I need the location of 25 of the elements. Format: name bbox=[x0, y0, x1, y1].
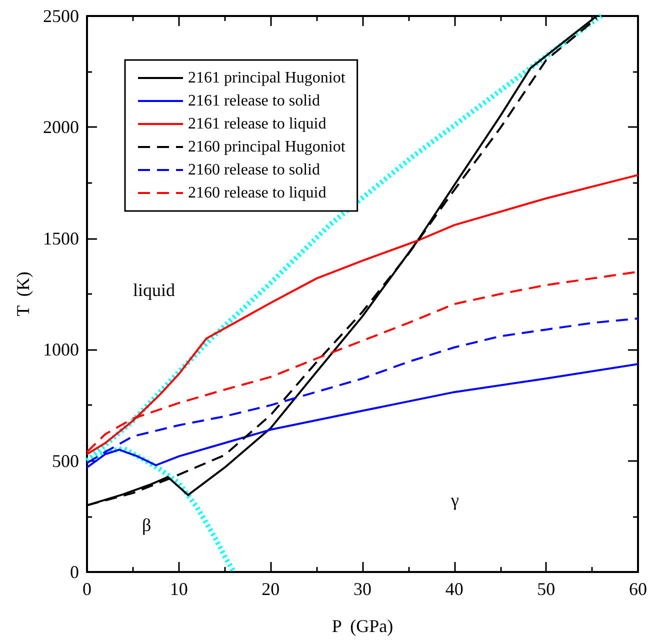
legend-label: 2160 release to solid bbox=[188, 162, 320, 178]
x-tick-label: 30 bbox=[354, 579, 372, 599]
x-tick-label: 50 bbox=[537, 579, 556, 599]
x-tick-label: 40 bbox=[445, 579, 464, 599]
legend-label: 2161 release to solid bbox=[188, 92, 320, 110]
x-tick-label: 20 bbox=[262, 579, 280, 599]
legend-label: 2161 release to liquid bbox=[188, 116, 326, 132]
y-tick-label: 1500 bbox=[43, 228, 79, 248]
x-axis-title: P (GPa) bbox=[332, 616, 394, 636]
annotation: liquid bbox=[133, 280, 176, 300]
annotation: β bbox=[142, 515, 152, 535]
x-tick-label: 10 bbox=[170, 579, 188, 599]
annotation: γ bbox=[450, 490, 459, 510]
x-tick-label: 60 bbox=[629, 579, 647, 599]
y-axis-title: T (K) bbox=[13, 272, 33, 316]
legend-label: 2160 principal Hugoniot bbox=[188, 138, 346, 156]
y-tick-label: 2000 bbox=[43, 117, 79, 138]
y-tick-label: 2500 bbox=[43, 6, 79, 26]
y-tick-label: 0 bbox=[70, 562, 79, 582]
legend-label: 2160 release to liquid bbox=[188, 184, 326, 202]
y-tick-label: 500 bbox=[52, 450, 79, 471]
x-tick-label: 0 bbox=[82, 579, 92, 599]
line-series bbox=[86, 317, 639, 464]
legend-label: 2161 principal Hugoniot bbox=[188, 70, 346, 86]
y-tick-label: 1000 bbox=[43, 340, 79, 360]
